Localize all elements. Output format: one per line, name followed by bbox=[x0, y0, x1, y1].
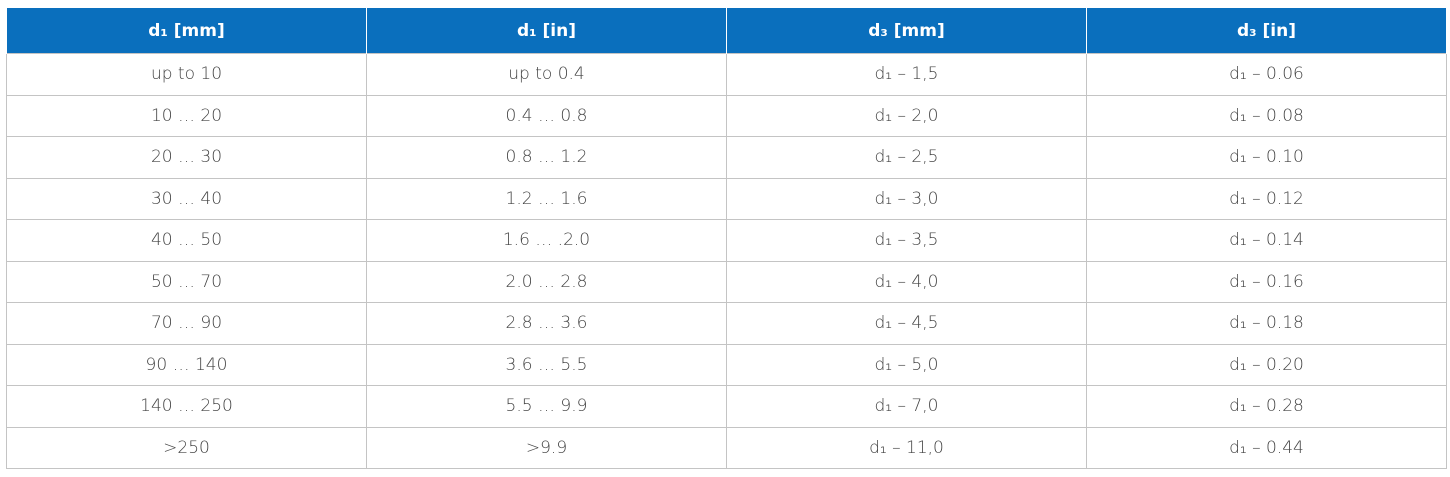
table-head: d₁ [mm] d₁ [in] d₃ [mm] d₃ [in] bbox=[6, 8, 1447, 54]
table-cell: d₁ – 0.16 bbox=[1086, 260, 1447, 303]
table-cell: d₁ – 0.20 bbox=[1086, 343, 1447, 386]
table-cell: d₁ – 2,0 bbox=[726, 94, 1087, 137]
table-cell: 5.5 … 9.9 bbox=[366, 385, 727, 428]
table-row: 10 … 20 0.4 … 0.8 d₁ – 2,0 d₁ – 0.08 bbox=[6, 94, 1447, 137]
table-body: up to 10 up to 0.4 d₁ – 1,5 d₁ – 0.06 10 … 2… bbox=[6, 53, 1447, 469]
table-cell: 2.0 … 2.8 bbox=[366, 260, 727, 303]
table-row: 30 … 40 1.2 … 1.6 d₁ – 3,0 d₁ – 0.12 bbox=[6, 177, 1447, 220]
header-cell: d₃ [mm] bbox=[726, 8, 1087, 54]
header-cell: d₃ [in] bbox=[1086, 8, 1447, 54]
header-cell: d₁ [mm] bbox=[6, 8, 367, 54]
table-cell: 30 … 40 bbox=[6, 177, 367, 220]
table-cell: 90 … 140 bbox=[6, 343, 367, 386]
table-cell: >9.9 bbox=[366, 426, 727, 469]
table-cell: d₁ – 7,0 bbox=[726, 385, 1087, 428]
table-cell: d₁ – 0.06 bbox=[1086, 53, 1447, 96]
table-cell: d₁ – 0.18 bbox=[1086, 302, 1447, 345]
table-row: 50 … 70 2.0 … 2.8 d₁ – 4,0 d₁ – 0.16 bbox=[6, 260, 1447, 303]
table-cell: d₁ – 0.28 bbox=[1086, 385, 1447, 428]
table-cell: d₁ – 11,0 bbox=[726, 426, 1087, 469]
table-cell: 1.6 … .2.0 bbox=[366, 219, 727, 262]
table-cell: d₁ – 4,0 bbox=[726, 260, 1087, 303]
table-cell: d₁ – 0.12 bbox=[1086, 177, 1447, 220]
table-row: 70 … 90 2.8 … 3.6 d₁ – 4,5 d₁ – 0.18 bbox=[6, 302, 1447, 345]
data-table: d₁ [mm] d₁ [in] d₃ [mm] d₃ [in] up to 10 up … bbox=[6, 8, 1447, 469]
table-cell: d₁ – 0.44 bbox=[1086, 426, 1447, 469]
table-row: up to 10 up to 0.4 d₁ – 1,5 d₁ – 0.06 bbox=[6, 53, 1447, 96]
header-row: d₁ [mm] d₁ [in] d₃ [mm] d₃ [in] bbox=[6, 8, 1447, 54]
table-cell: 10 … 20 bbox=[6, 94, 367, 137]
table-cell: 40 … 50 bbox=[6, 219, 367, 262]
table-cell: d₁ – 0.08 bbox=[1086, 94, 1447, 137]
table-row: 140 … 250 5.5 … 9.9 d₁ – 7,0 d₁ – 0.28 bbox=[6, 385, 1447, 428]
table-row: >250 >9.9 d₁ – 11,0 d₁ – 0.44 bbox=[6, 426, 1447, 469]
table-cell: 70 … 90 bbox=[6, 302, 367, 345]
table-cell: d₁ – 0.14 bbox=[1086, 219, 1447, 262]
table-cell: >250 bbox=[6, 426, 367, 469]
table-cell: d₁ – 5,0 bbox=[726, 343, 1087, 386]
table-cell: d₁ – 1,5 bbox=[726, 53, 1087, 96]
table-cell: d₁ – 0.10 bbox=[1086, 136, 1447, 179]
table-cell: 2.8 … 3.6 bbox=[366, 302, 727, 345]
table-row: 90 … 140 3.6 … 5.5 d₁ – 5,0 d₁ – 0.20 bbox=[6, 343, 1447, 386]
table-row: 40 … 50 1.6 … .2.0 d₁ – 3,5 d₁ – 0.14 bbox=[6, 219, 1447, 262]
table-cell: 140 … 250 bbox=[6, 385, 367, 428]
table-cell: 1.2 … 1.6 bbox=[366, 177, 727, 220]
table-cell: 0.4 … 0.8 bbox=[366, 94, 727, 137]
table-row: 20 … 30 0.8 … 1.2 d₁ – 2,5 d₁ – 0.10 bbox=[6, 136, 1447, 179]
table-cell: 3.6 … 5.5 bbox=[366, 343, 727, 386]
table-cell: up to 0.4 bbox=[366, 53, 727, 96]
table-cell: d₁ – 2,5 bbox=[726, 136, 1087, 179]
header-cell: d₁ [in] bbox=[366, 8, 727, 54]
table-cell: d₁ – 3,5 bbox=[726, 219, 1087, 262]
table-cell: 20 … 30 bbox=[6, 136, 367, 179]
table-cell: d₁ – 4,5 bbox=[726, 302, 1087, 345]
table-cell: 0.8 … 1.2 bbox=[366, 136, 727, 179]
table-cell: d₁ – 3,0 bbox=[726, 177, 1087, 220]
table-cell: up to 10 bbox=[6, 53, 367, 96]
table-cell: 50 … 70 bbox=[6, 260, 367, 303]
